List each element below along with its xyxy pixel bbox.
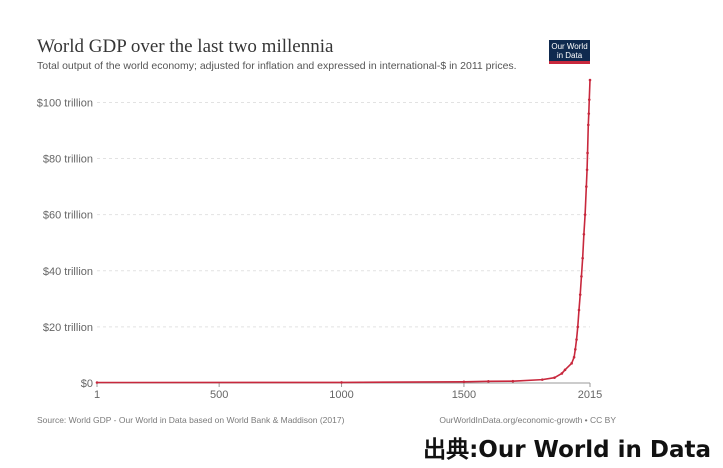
y-tick-label: $0: [81, 378, 93, 390]
source-note[interactable]: Source: World GDP - Our World in Data ba…: [37, 415, 345, 425]
gdp-data-point[interactable]: [588, 78, 592, 82]
y-tick-label: $80 trillion: [43, 154, 93, 166]
x-tick-label: 500: [210, 389, 228, 401]
gdp-data-point[interactable]: [574, 348, 577, 351]
y-tick-label: $60 trillion: [43, 210, 93, 222]
gdp-data-point[interactable]: [587, 112, 591, 115]
grid-lines: [97, 101, 590, 328]
footer-link[interactable]: OurWorldInData.org/economic-growth • CC …: [439, 415, 616, 425]
owid-logo[interactable]: Our World in Data: [549, 40, 590, 64]
gdp-data-point[interactable]: [583, 213, 587, 216]
gdp-data-point[interactable]: [582, 233, 586, 236]
y-tick-label: $20 trillion: [43, 322, 93, 334]
gdp-data-point[interactable]: [587, 98, 591, 101]
gdp-data-point[interactable]: [575, 338, 578, 341]
gdp-data-point[interactable]: [340, 381, 343, 384]
x-tick-label: 2015: [578, 389, 602, 401]
gdp-data-point[interactable]: [462, 380, 466, 384]
y-tick-label: $40 trillion: [43, 266, 93, 278]
logo-line-1: Our World: [551, 42, 588, 51]
gdp-data-point[interactable]: [576, 325, 580, 329]
credit-caption: 出典:Our World in Data: [423, 437, 711, 463]
logo-line-2: in Data: [556, 51, 583, 60]
x-tick-label: 1500: [452, 389, 476, 401]
chart-title: World GDP over the last two millennia: [37, 36, 334, 57]
gdp-data-point[interactable]: [570, 362, 573, 365]
gdp-data-point[interactable]: [572, 355, 576, 359]
gdp-data-point[interactable]: [95, 381, 99, 384]
gdp-data-point[interactable]: [586, 151, 589, 155]
series-layer: [95, 78, 592, 384]
gdp-data-point[interactable]: [586, 123, 590, 127]
gdp-data-point[interactable]: [563, 368, 567, 372]
gdp-data-point[interactable]: [578, 293, 582, 296]
gdp-data-point[interactable]: [487, 380, 490, 383]
gdp-data-point[interactable]: [585, 185, 588, 188]
x-tick-label: 1: [94, 389, 100, 401]
y-tick-label: $100 trillion: [37, 97, 93, 109]
chart-subtitle: Total output of the world economy; adjus…: [37, 60, 517, 72]
gdp-data-point[interactable]: [511, 379, 515, 383]
gdp-data-point[interactable]: [560, 372, 564, 375]
gdp-data-point[interactable]: [553, 376, 556, 379]
gdp-data-point[interactable]: [540, 378, 544, 381]
gdp-data-point[interactable]: [580, 275, 583, 278]
axes: $0 $20 trillion $40 trillion $60 trillion $8…: [37, 97, 603, 401]
gdp-data-point[interactable]: [577, 308, 581, 312]
gdp-series-line: [96, 79, 591, 384]
gdp-data-point[interactable]: [585, 168, 589, 172]
gdp-data-point[interactable]: [581, 256, 584, 260]
x-tick-label: 1000: [329, 389, 353, 401]
